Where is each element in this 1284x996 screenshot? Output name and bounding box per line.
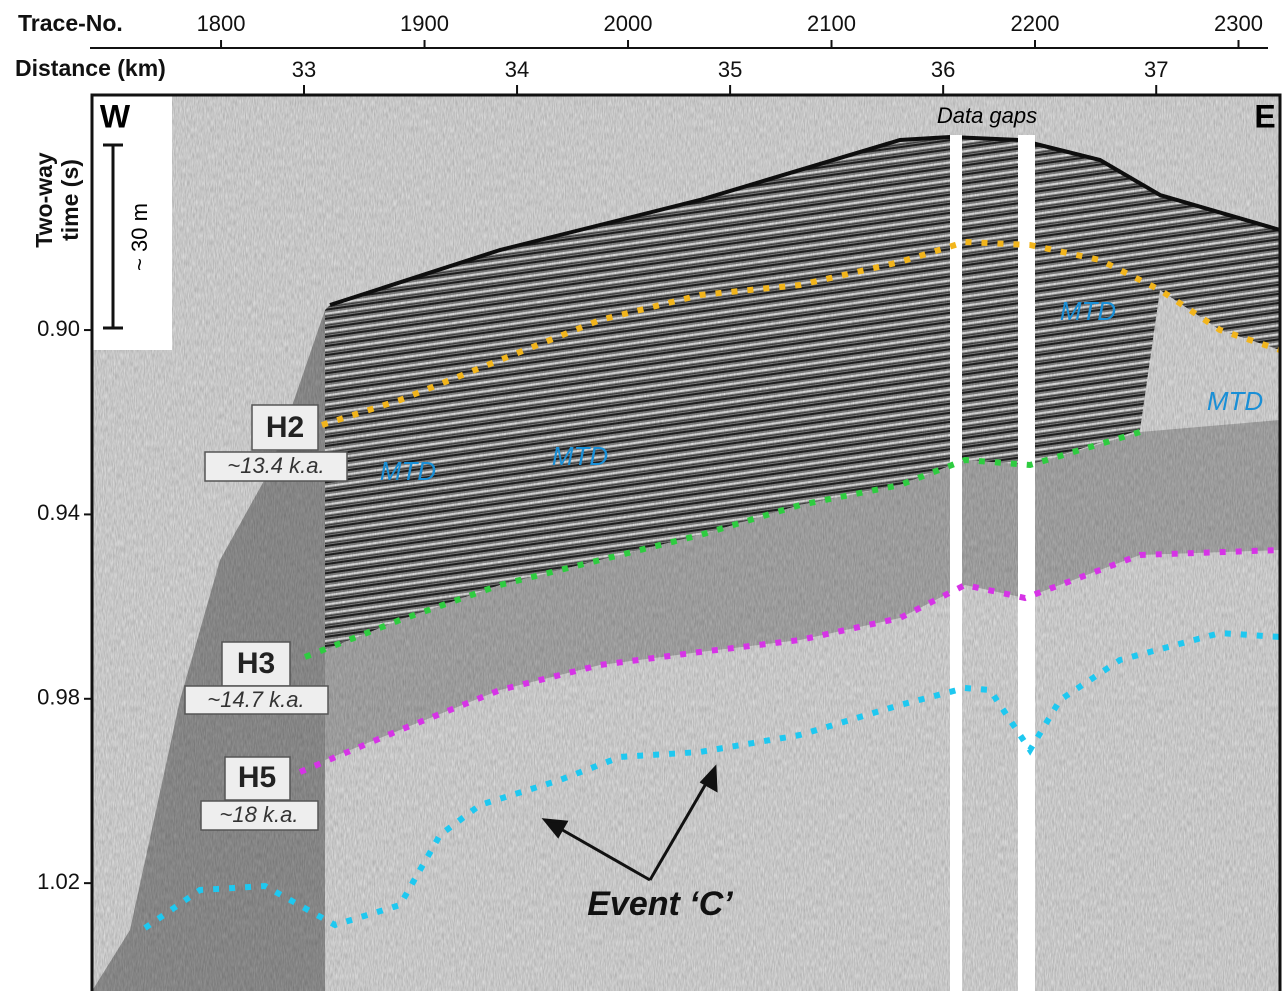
event-arrows (541, 764, 718, 882)
horizons (143, 238, 1281, 931)
x2-tick-label: 37 (1144, 57, 1168, 82)
h2-label: H2 (266, 411, 304, 444)
scale-label: ~ 30 m (127, 203, 152, 271)
h5-age: ~18 k.a. (220, 802, 299, 827)
h5-label: H5 (238, 761, 276, 794)
x-tick-label: 2200 (1011, 11, 1060, 36)
h3-age: ~14.7 k.a. (207, 687, 304, 712)
y-title-line: Two-way (31, 152, 57, 248)
x-tick-label: 2100 (807, 11, 856, 36)
seismic-image (92, 95, 1281, 991)
x-tick-label: 2300 (1214, 11, 1263, 36)
x2-tick-label: 34 (505, 57, 529, 82)
y-axis-title: Two-way time (s) (31, 152, 83, 248)
mtd-label: MTD (552, 441, 608, 471)
scale-bar: ~ 30 m (103, 143, 152, 330)
x-tick-label: 1800 (197, 11, 246, 36)
west-label: W (100, 98, 131, 134)
gaps-label: Data gaps (937, 103, 1037, 128)
event-label: Event ‘C’ (587, 885, 733, 923)
x-tick-label: 1900 (400, 11, 449, 36)
y-tick-label: 0.90 (37, 316, 80, 341)
x2-tick-label: 33 (292, 57, 316, 82)
h2-age: ~13.4 k.a. (227, 453, 324, 478)
h3-label: H3 (237, 647, 275, 680)
mtd-label: MTD (1207, 386, 1263, 416)
x-tick-label: 2000 (604, 11, 653, 36)
x2-tick-label: 35 (718, 57, 742, 82)
horizon-labels: H2 ~13.4 k.a. H3 ~14.7 k.a. H5 ~18 k.a. (184, 404, 348, 831)
east-label: E (1254, 98, 1275, 134)
mtd-label: MTD (1060, 296, 1116, 326)
trace-axis-title: Trace-No. (18, 10, 123, 36)
y-title-line: time (s) (57, 159, 83, 241)
y-tick-label: 1.02 (37, 869, 80, 894)
mtd-label: MTD (380, 456, 436, 486)
distance-axis-title: Distance (km) (15, 55, 166, 81)
y-tick-label: 0.98 (37, 685, 80, 710)
x2-tick-label: 36 (931, 57, 955, 82)
y-tick-label: 0.94 (37, 500, 80, 525)
